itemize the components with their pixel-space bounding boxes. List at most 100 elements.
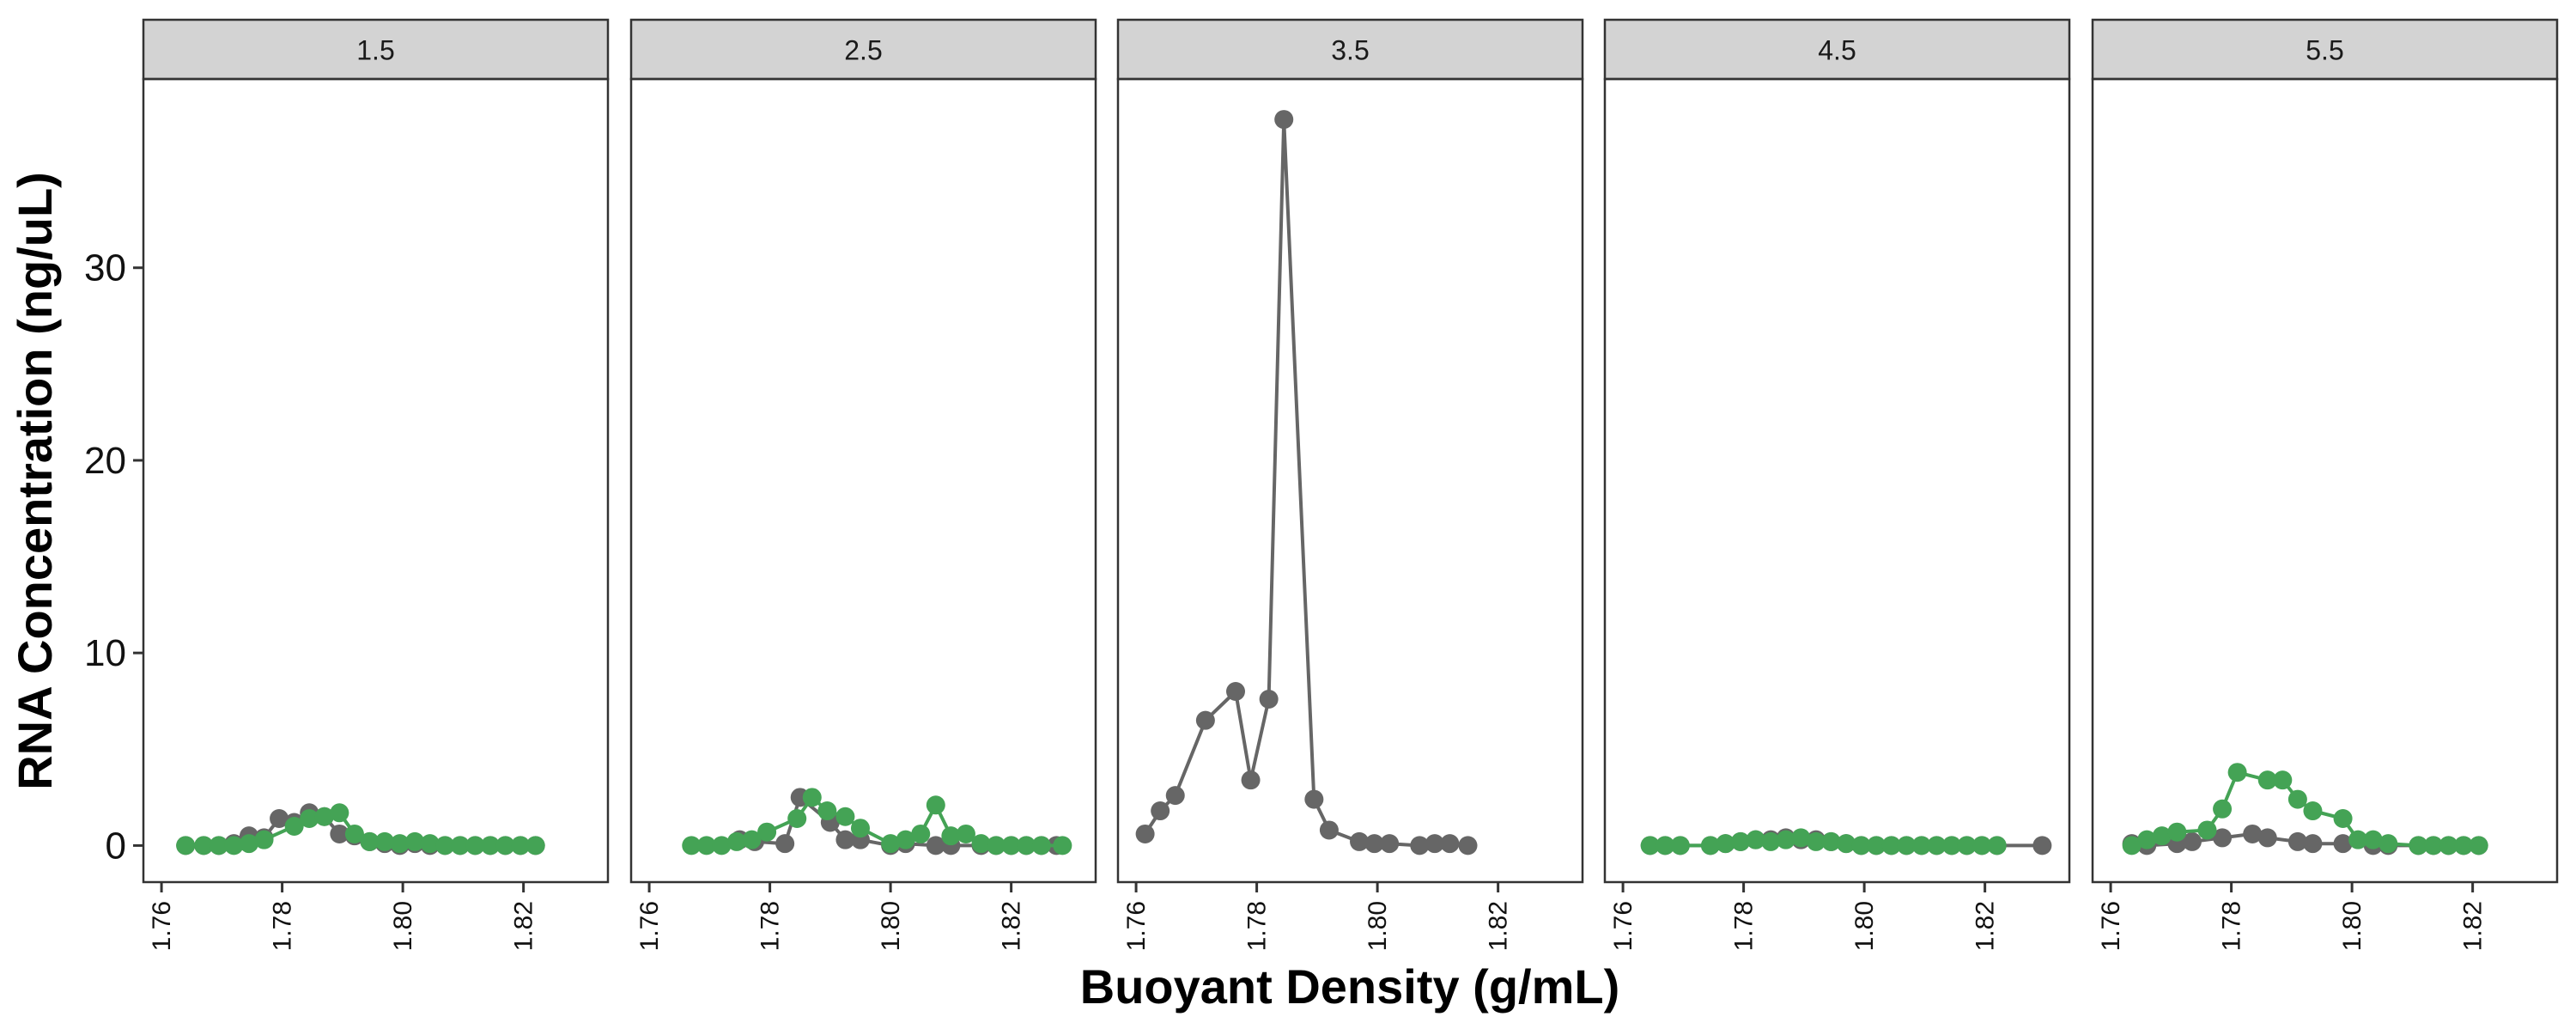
data-point-green — [511, 836, 531, 855]
facet-strip-label: 5.5 — [2306, 35, 2343, 66]
data-point-green — [1031, 836, 1051, 855]
data-point-green — [435, 836, 455, 855]
y-axis-title: RNA Concentration (ng/uL) — [8, 172, 62, 790]
data-point-green — [1927, 836, 1947, 855]
data-point-green — [176, 836, 196, 855]
facet-strip-label: 4.5 — [1818, 35, 1856, 66]
x-tick-label: 1.78 — [269, 901, 297, 951]
data-point-gray — [1319, 820, 1339, 840]
data-point-green — [2423, 836, 2443, 855]
data-point-green — [1640, 836, 1660, 855]
data-point-green — [2454, 836, 2474, 855]
x-tick-label: 1.80 — [389, 901, 417, 951]
data-point-green — [1670, 836, 1690, 855]
data-point-gray — [775, 834, 795, 854]
data-point-green — [1821, 831, 1841, 851]
facet-strip — [142, 18, 610, 81]
data-point-green — [2469, 836, 2488, 855]
data-point-gray — [2333, 834, 2353, 854]
data-point-green — [2333, 809, 2353, 829]
x-tick-label: 1.78 — [1730, 901, 1759, 951]
y-tick-label: 0 — [106, 825, 126, 867]
data-point-green — [495, 836, 515, 855]
data-point-gray — [2287, 831, 2307, 851]
data-point-green — [2167, 822, 2187, 842]
data-point-green — [2137, 830, 2157, 849]
x-tick-label: 1.76 — [635, 901, 664, 951]
data-point-green — [405, 831, 425, 851]
data-point-green — [480, 836, 500, 855]
y-tick-label: 30 — [84, 247, 126, 289]
data-point-green — [742, 830, 762, 849]
x-tick-label: 1.76 — [2097, 901, 2125, 951]
x-tick-label: 1.80 — [1850, 901, 1879, 951]
panel-border — [1603, 77, 2071, 884]
data-point-gray — [1304, 789, 1324, 809]
data-point-green — [1001, 836, 1021, 855]
data-point-green — [2409, 836, 2428, 855]
data-point-green — [2363, 830, 2383, 849]
data-point-green — [224, 836, 244, 855]
data-point-green — [941, 826, 961, 846]
data-point-green — [254, 830, 274, 849]
data-point-green — [1806, 831, 1826, 851]
data-point-green — [375, 831, 395, 851]
data-point-green — [1053, 836, 1072, 855]
data-point-green — [726, 831, 746, 851]
x-tick-label: 1.82 — [998, 901, 1026, 951]
data-point-green — [1957, 836, 1977, 855]
y-tick-label: 20 — [84, 440, 126, 482]
data-point-green — [971, 834, 991, 854]
facet-strip-label: 1.5 — [356, 35, 394, 66]
data-point-gray — [926, 836, 945, 855]
x-tick-label: 1.82 — [510, 901, 538, 951]
data-point-gray — [2032, 836, 2052, 855]
data-point-green — [2197, 820, 2217, 840]
data-point-green — [1837, 834, 1856, 854]
data-point-green — [1897, 836, 1917, 855]
facet-strip — [1116, 18, 1584, 81]
data-point-gray — [330, 824, 349, 843]
x-tick-label: 1.82 — [1485, 901, 1513, 951]
data-point-gray — [1241, 770, 1261, 790]
data-point-green — [1972, 836, 1992, 855]
data-point-green — [239, 834, 258, 854]
x-tick-label: 1.76 — [148, 901, 176, 951]
data-point-green — [526, 836, 545, 855]
x-tick-label: 1.78 — [1243, 901, 1272, 951]
data-point-green — [2439, 836, 2458, 855]
data-point-green — [682, 836, 702, 855]
data-point-gray — [1425, 834, 1444, 854]
data-point-green — [1881, 836, 1901, 855]
data-point-green — [2348, 830, 2368, 849]
panel-border — [2091, 77, 2559, 884]
facet-strip-label: 2.5 — [844, 35, 882, 66]
x-tick-label: 1.82 — [2459, 901, 2488, 951]
data-point-green — [787, 809, 807, 829]
data-point-gray — [835, 830, 855, 849]
data-point-green — [926, 795, 945, 815]
data-point-gray — [2243, 824, 2263, 843]
data-point-green — [2213, 799, 2233, 819]
data-point-gray — [2182, 831, 2202, 851]
data-point-green — [802, 788, 822, 807]
panel-border — [629, 77, 1097, 884]
data-point-green — [712, 836, 732, 855]
x-tick-label: 1.82 — [1971, 901, 2000, 951]
series-line-gray — [1143, 118, 1468, 848]
facet-strip-label: 3.5 — [1331, 35, 1369, 66]
facet-strip — [629, 18, 1097, 81]
data-point-green — [1776, 830, 1795, 849]
data-point-green — [757, 822, 777, 842]
data-point-green — [2122, 836, 2142, 855]
data-point-gray — [2213, 828, 2233, 848]
data-point-green — [2152, 826, 2172, 846]
data-point-green — [1731, 831, 1751, 851]
data-point-green — [2273, 770, 2293, 790]
data-point-green — [2257, 770, 2277, 790]
data-point-green — [1700, 836, 1720, 855]
data-point-green — [465, 836, 485, 855]
data-point-green — [1911, 836, 1931, 855]
data-point-green — [420, 834, 440, 854]
